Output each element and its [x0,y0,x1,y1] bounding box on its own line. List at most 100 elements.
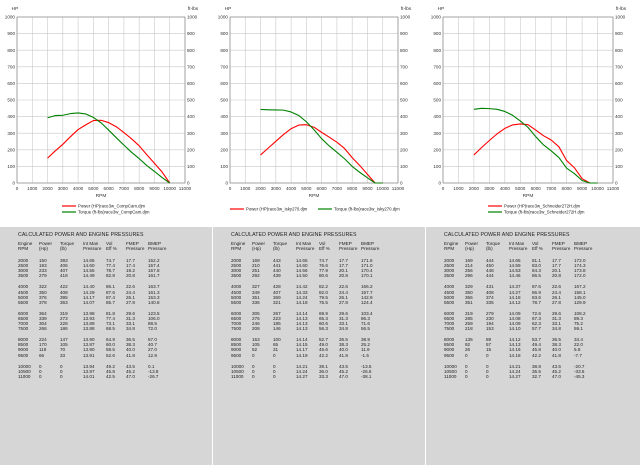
table-cell: 41.8 [552,352,561,358]
table-cell: 33 [60,352,66,358]
table-cell: 66 [39,352,45,358]
table-cell: 36.5 [552,337,561,343]
table-cell: -38.1 [361,373,372,379]
table-cell: 0 [252,368,255,374]
table-cell: 87.4 [106,294,115,300]
table-cell: 7500 [18,326,29,332]
table-cell: 70 [60,347,66,353]
table-cell: 38.3 [552,342,561,348]
table-cell: 224 [39,337,47,343]
table-cell: 161.3 [148,289,160,295]
table-cell: 8500 [231,342,242,348]
table-cell: 443 [273,258,281,263]
table-cell: 33.3 [319,373,328,379]
table-row: 10500 0 0 14.24 36.0 45.2 -26.6 [213,369,425,374]
table-cell: 45.2 [126,368,135,374]
x-tick-label: 10000 [163,186,176,191]
table-cell: 65 [273,342,279,348]
table-cell: 14.24 [509,368,521,374]
table-cell: 0 [60,373,63,379]
y-tick-label-left: 500 [7,98,15,103]
table-cell: 13.90 [83,347,95,353]
table-cell: 276 [252,315,260,321]
table-cell: 170.4 [361,268,373,274]
table-cell: 60.0 [106,342,115,348]
table-cell: 25.2 [361,342,370,348]
table-cell: 13.89 [83,321,95,326]
table-cell: 422 [60,284,68,290]
dyno-chart-panel-3: 0 1000 2000 3000 4000 5000 6000 7000 8000 9000 100… [426,0,640,227]
table-row: 5500 351 335 14.12 78.7 27.8 129.9 [426,300,640,305]
grid-lines [229,16,399,184]
table-cell: 56.3 [319,326,328,332]
table-cell: 49.4 [532,342,541,348]
table-cell: 81.1 [532,258,541,263]
legend-power-label: Power (HP)race3w_Isky270.djm [246,207,308,212]
table-cell: 6500 [231,315,242,321]
table-row: 6000 305 267 14.14 69.9 29.6 103.4 [213,311,425,316]
table-cell: 5000 [231,294,242,300]
column-header: Torque (lb) [486,241,501,252]
x-tick-label: 1000 [240,186,251,191]
table-cell: 256 [465,268,473,274]
table-row: 2500 193 406 14.60 77.4 17.4 157.4 [0,263,212,268]
table-cell: 92 [465,342,471,348]
table-cell: 79.5 [319,294,328,300]
table-cell: 5500 [231,299,242,305]
table-cell: 89.3 [574,315,583,321]
table-cell: 36.5 [339,337,348,343]
table-cell: 74.7 [319,258,328,263]
y-tick-label-left: 800 [220,48,228,53]
table-cell: 395 [60,294,68,300]
chart-svg: 0 1000 2000 3000 4000 5000 6000 7000 8000 9000 100… [431,6,627,215]
y-tick-label-right: 800 [187,48,195,53]
table-cell: 31.3 [552,315,561,321]
table-cell: 14.24 [296,294,308,300]
table-cell: 279 [486,310,494,316]
table-cell: 9000 [231,347,242,353]
table-cell: 87.6 [106,289,115,295]
y-tick-label-right: 500 [400,98,408,103]
table-title: CALCULATED POWER AND ENGINE PRESSURES [231,232,357,238]
legend-power-label: Power (HP)race3w_Schneider272H.djm [504,204,581,209]
table-row: 2000 169 443 14.65 74.7 17.7 171.6 [213,258,425,263]
table-cell: 157.4 [148,263,160,269]
table-row: 3500 279 418 14.49 82.8 20.8 161.7 [0,273,212,278]
column-header: Torque (lb) [273,241,288,252]
table-cell: 407 [60,268,68,274]
table-cell: 12.9 [148,352,157,358]
table-cell: 4000 [444,284,455,290]
table-cell: 2000 [444,258,455,263]
table-cell: 119 [39,347,47,353]
table-cell: 57.7 [532,326,541,332]
table-row: 9500 66 33 13.91 52.6 41.8 12.9 [0,353,212,358]
table-cell: 26.1 [339,294,348,300]
table-row: 8500 92 57 14.13 49.4 38.3 22.0 [426,342,640,347]
table-cell: 38.9 [361,337,370,343]
y-tick-label-left: 800 [7,48,15,53]
table-cell: 444 [486,258,494,263]
table-cell: 20.8 [126,273,135,279]
chart-svg: 0 1000 2000 3000 4000 5000 6000 7000 8000 9000 100… [218,6,412,212]
table-cell: 20.8 [339,273,348,279]
table-cell: 84.3 [532,268,541,274]
x-tick-label: 11000 [179,186,192,191]
table-cell: 14.60 [83,263,95,269]
table-cell: 47.0 [126,373,135,379]
table-cell: 71.6 [361,321,370,326]
table-cell: 57.0 [148,337,157,343]
table-cell: 14.37 [509,284,521,290]
table-cell: 40.0 [552,347,561,353]
table-cell: 43.5 [552,363,561,369]
table-cell: -7.7 [574,352,582,358]
table-cell: 3000 [18,268,29,274]
table-cell: 34.4 [574,337,583,343]
table-cell: 47.0 [552,373,561,379]
table-cell: 2000 [231,258,242,263]
table-cell: 161.7 [148,273,160,279]
table-cell: 34.8 [552,326,561,332]
y-tick-label-right: 1000 [400,15,411,20]
x-tick-label: 8000 [134,186,145,191]
table-row: 11000 0 0 14.27 32.7 47.0 -45.3 [426,374,640,379]
table-cell: 0 [465,368,468,374]
